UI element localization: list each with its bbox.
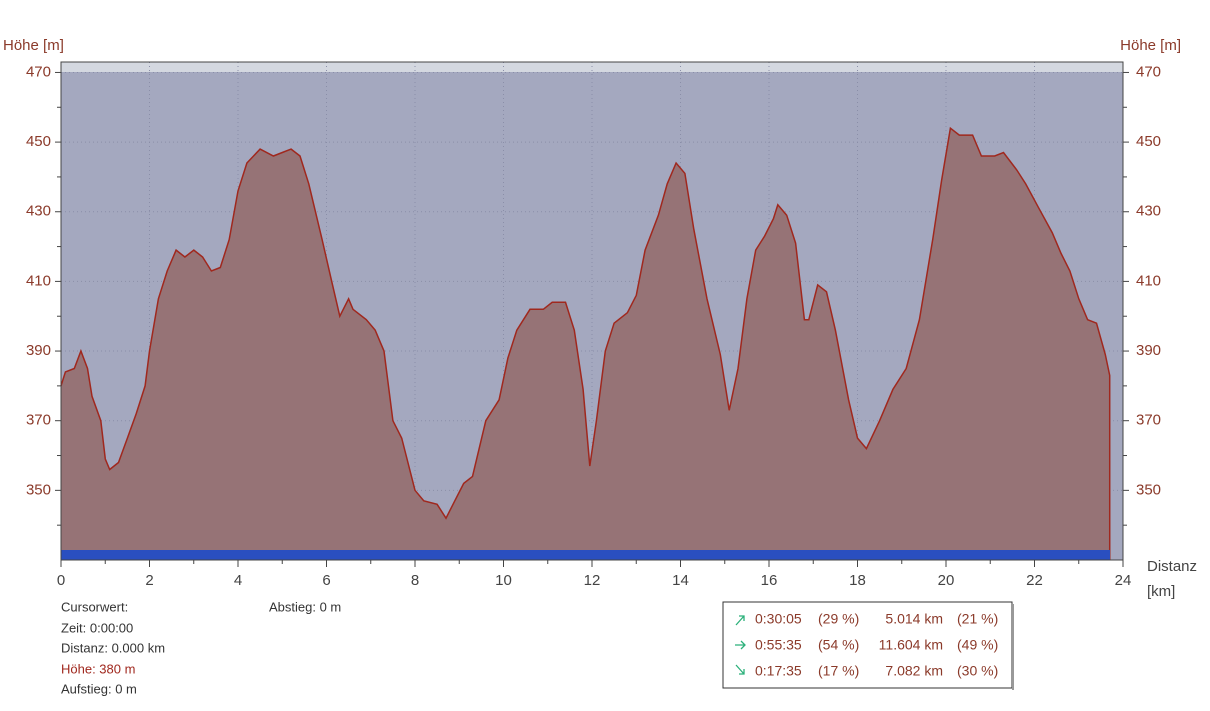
summary: 0:30:05 (29 %) 5.014 km (21 %) 0:55:35 (54 %)…	[735, 611, 998, 679]
x-tick-label: 0	[57, 572, 65, 589]
cursor-title: Cursorwert:	[61, 599, 128, 614]
cursor-height: Höhe: 380 m	[61, 661, 135, 676]
y2-tick-label: 370	[1136, 412, 1161, 429]
y-tick-label: 350	[26, 481, 51, 498]
segment-bar	[61, 550, 1110, 560]
cursor-descent: Abstieg: 0 m	[269, 599, 341, 614]
y-tick-label: 430	[26, 203, 51, 220]
x-tick-label: 4	[234, 572, 242, 589]
summary-distance-pct: (21 %)	[957, 611, 998, 627]
summary-time-pct: (54 %)	[818, 637, 859, 653]
cursor-time: Zeit: 0:00:00	[61, 620, 133, 635]
y2-tick-label: 350	[1136, 481, 1161, 498]
x-tick-label: 24	[1115, 572, 1132, 589]
summary-box	[722, 601, 1013, 689]
x-tick-label: 2	[145, 572, 153, 589]
summary-time: 0:55:35	[755, 637, 802, 653]
x-tick-label: 6	[322, 572, 330, 589]
summary-distance: 11.604 km	[879, 637, 943, 653]
summary-time-pct: (29 %)	[818, 611, 859, 627]
marks	[60, 126, 1111, 561]
y-tick-label: 370	[26, 412, 51, 429]
x-tick-label: 12	[584, 572, 601, 589]
elevation-line	[60, 126, 1111, 561]
y2-tick-label: 450	[1136, 133, 1161, 150]
y2-tick-label: 470	[1136, 63, 1161, 80]
y-tick-label: 450	[26, 133, 51, 150]
direction-icon	[735, 615, 745, 626]
x-tick-label: 16	[761, 572, 778, 589]
y2-axis-label: Höhe [m]	[1120, 37, 1181, 54]
direction-icon	[735, 664, 745, 675]
summary-distance-pct: (30 %)	[957, 663, 998, 679]
summary-distance: 7.082 km	[885, 663, 943, 679]
x-axis-label: [km]	[1147, 583, 1175, 600]
direction-icon	[735, 640, 746, 650]
y2-tick-label: 430	[1136, 203, 1161, 220]
summary-time: 0:30:05	[755, 611, 802, 627]
y-tick-label: 470	[26, 63, 51, 80]
x-tick-label: 20	[938, 572, 955, 589]
elevation-area	[61, 128, 1110, 560]
x-tick-label: 10	[495, 572, 512, 589]
y2-tick-label: 390	[1136, 342, 1161, 359]
x-tick-label: 22	[1026, 572, 1043, 589]
summary-distance: 5.014 km	[885, 611, 943, 627]
summary-time-pct: (17 %)	[818, 663, 859, 679]
y2-tick-label: 410	[1136, 272, 1161, 289]
x-tick-label: 18	[849, 572, 866, 589]
cursor-ascent: Aufstieg: 0 m	[61, 681, 137, 696]
x-tick-label: 14	[672, 572, 689, 589]
y-axis-label: Höhe [m]	[3, 37, 64, 54]
x-tick-label: 8	[411, 572, 419, 589]
x-axis-label: Distanz	[1147, 558, 1197, 575]
summary-time: 0:17:35	[755, 663, 802, 679]
y-tick-label: 390	[26, 342, 51, 359]
cursor-distance: Distanz: 0.000 km	[61, 640, 165, 655]
summary-distance-pct: (49 %)	[957, 637, 998, 653]
y-tick-label: 410	[26, 272, 51, 289]
